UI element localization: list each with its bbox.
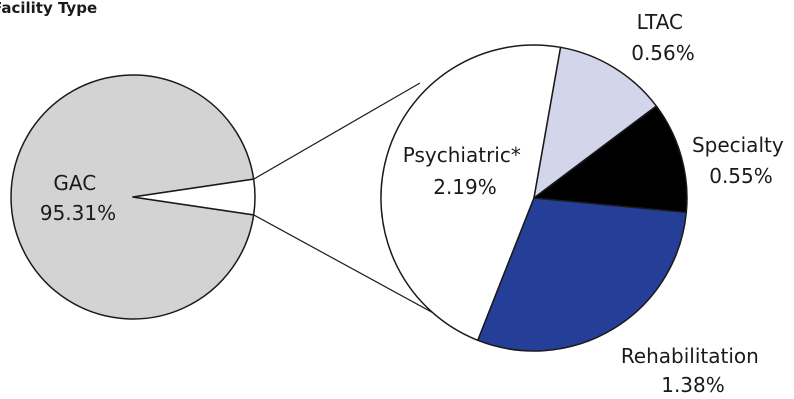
slice-label-ltac: LTAC 0.56% <box>631 10 695 65</box>
main-pie <box>10 74 256 320</box>
connector-line-top <box>253 82 421 180</box>
slice-label-rehabilitation-name: Rehabilitation <box>621 344 759 368</box>
slice-label-specialty-name: Specialty <box>692 133 784 157</box>
slice-specialty <box>533 105 688 214</box>
slice-ltac <box>533 46 658 199</box>
slice-label-ltac-value: 0.56% <box>631 41 695 65</box>
slice-label-rehabilitation-value: 1.38% <box>661 373 725 397</box>
slice-psychiatric <box>380 44 562 342</box>
slice-label-specialty-value: 0.55% <box>709 164 773 188</box>
slice-label-psychiatric-name: Psychiatric* <box>403 143 521 167</box>
slice-other <box>132 178 256 216</box>
slice-label-gac-name: GAC <box>53 171 96 195</box>
slice-label-gac: GAC 95.31% <box>40 171 116 225</box>
slice-rehabilitation <box>477 197 688 352</box>
chart-header: Facility Type <box>0 0 97 17</box>
slice-label-gac-value: 95.31% <box>40 201 116 225</box>
slice-label-ltac-name: LTAC <box>637 10 683 34</box>
detail-pie <box>380 44 688 352</box>
slice-label-specialty: Specialty 0.55% <box>692 133 790 188</box>
slice-label-psychiatric-value: 2.19% <box>433 175 497 199</box>
slice-label-rehabilitation: Rehabilitation 1.38% <box>621 344 765 397</box>
slice-label-psychiatric: Psychiatric* 2.19% <box>403 143 527 199</box>
